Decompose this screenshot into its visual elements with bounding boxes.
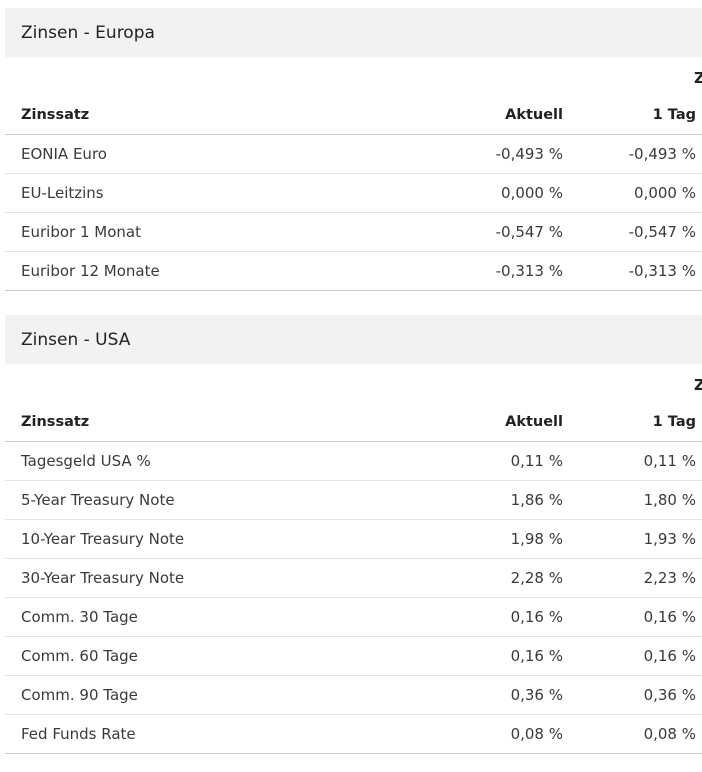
table-row[interactable]: Euribor 1 Monat -0,547 % -0,547 % xyxy=(5,212,702,252)
table-row[interactable]: Euribor 12 Monate -0,313 % -0,313 % xyxy=(5,251,702,291)
rate-day: -0,313 % xyxy=(563,251,702,291)
column-header-day[interactable]: 1 Tag xyxy=(563,96,702,135)
rate-current: -0,313 % xyxy=(401,251,563,291)
rate-name[interactable]: EU-Leitzins xyxy=(5,173,401,213)
rate-day: 2,23 % xyxy=(563,558,702,598)
section-europe: Zinsen - Europa Z Zinssatz Aktuell 1 Tag… xyxy=(5,8,702,291)
column-header-name[interactable]: Zinssatz xyxy=(5,96,401,135)
column-header-day[interactable]: 1 Tag xyxy=(563,403,702,442)
table-row[interactable]: 10-Year Treasury Note 1,98 % 1,93 % xyxy=(5,519,702,559)
rate-day: 0,36 % xyxy=(563,675,702,715)
rate-name[interactable]: 5-Year Treasury Note xyxy=(5,480,401,520)
rate-day: -0,547 % xyxy=(563,212,702,252)
rate-name[interactable]: Tagesgeld USA % xyxy=(5,441,401,481)
rate-current: 0,16 % xyxy=(401,597,563,637)
rate-name[interactable]: Comm. 30 Tage xyxy=(5,597,401,637)
column-header-current[interactable]: Aktuell xyxy=(401,96,563,135)
rate-name[interactable]: Fed Funds Rate xyxy=(5,714,401,754)
rate-current: -0,547 % xyxy=(401,212,563,252)
table-header-row: Zinssatz Aktuell 1 Tag xyxy=(5,403,702,442)
rate-current: 1,86 % xyxy=(401,480,563,520)
rate-current: -0,493 % xyxy=(401,134,563,174)
table-row[interactable]: Comm. 60 Tage 0,16 % 0,16 % xyxy=(5,636,702,676)
rate-name[interactable]: Euribor 12 Monate xyxy=(5,251,401,291)
rate-day: 1,93 % xyxy=(563,519,702,559)
rate-name[interactable]: EONIA Euro xyxy=(5,134,401,174)
table-row[interactable]: EU-Leitzins 0,000 % 0,000 % xyxy=(5,173,702,213)
rate-name[interactable]: Comm. 60 Tage xyxy=(5,636,401,676)
rate-current: 0,000 % xyxy=(401,173,563,213)
section-title: Zinsen - USA xyxy=(5,315,702,364)
column-group-header: Z xyxy=(5,364,702,403)
table-row[interactable]: Fed Funds Rate 0,08 % 0,08 % xyxy=(5,714,702,754)
table-row[interactable]: Comm. 90 Tage 0,36 % 0,36 % xyxy=(5,675,702,715)
rate-current: 0,36 % xyxy=(401,675,563,715)
table-row[interactable]: Tagesgeld USA % 0,11 % 0,11 % xyxy=(5,441,702,481)
table-row[interactable]: 5-Year Treasury Note 1,86 % 1,80 % xyxy=(5,480,702,520)
rates-table-europe: Zinssatz Aktuell 1 Tag EONIA Euro -0,493… xyxy=(5,96,702,291)
rate-current: 0,16 % xyxy=(401,636,563,676)
rate-name[interactable]: Comm. 90 Tage xyxy=(5,675,401,715)
rate-name[interactable]: Euribor 1 Monat xyxy=(5,212,401,252)
column-group-header-label: Z xyxy=(694,376,702,394)
table-row[interactable]: EONIA Euro -0,493 % -0,493 % xyxy=(5,134,702,174)
column-group-header-label: Z xyxy=(694,69,702,87)
rate-day: 0,16 % xyxy=(563,636,702,676)
rate-day: 0,11 % xyxy=(563,441,702,481)
column-group-header: Z xyxy=(5,57,702,96)
table-header-row: Zinssatz Aktuell 1 Tag xyxy=(5,96,702,135)
column-header-current[interactable]: Aktuell xyxy=(401,403,563,442)
section-title: Zinsen - Europa xyxy=(5,8,702,57)
rate-current: 2,28 % xyxy=(401,558,563,598)
rate-current: 0,08 % xyxy=(401,714,563,754)
rate-day: 1,80 % xyxy=(563,480,702,520)
column-header-name[interactable]: Zinssatz xyxy=(5,403,401,442)
rate-day: -0,493 % xyxy=(563,134,702,174)
table-row[interactable]: Comm. 30 Tage 0,16 % 0,16 % xyxy=(5,597,702,637)
rate-day: 0,16 % xyxy=(563,597,702,637)
rate-current: 0,11 % xyxy=(401,441,563,481)
rate-day: 0,08 % xyxy=(563,714,702,754)
section-usa: Zinsen - USA Z Zinssatz Aktuell 1 Tag Ta… xyxy=(5,315,702,754)
rate-name[interactable]: 30-Year Treasury Note xyxy=(5,558,401,598)
rates-table-usa: Zinssatz Aktuell 1 Tag Tagesgeld USA % 0… xyxy=(5,403,702,754)
rate-current: 1,98 % xyxy=(401,519,563,559)
rate-name[interactable]: 10-Year Treasury Note xyxy=(5,519,401,559)
rate-day: 0,000 % xyxy=(563,173,702,213)
table-row[interactable]: 30-Year Treasury Note 2,28 % 2,23 % xyxy=(5,558,702,598)
